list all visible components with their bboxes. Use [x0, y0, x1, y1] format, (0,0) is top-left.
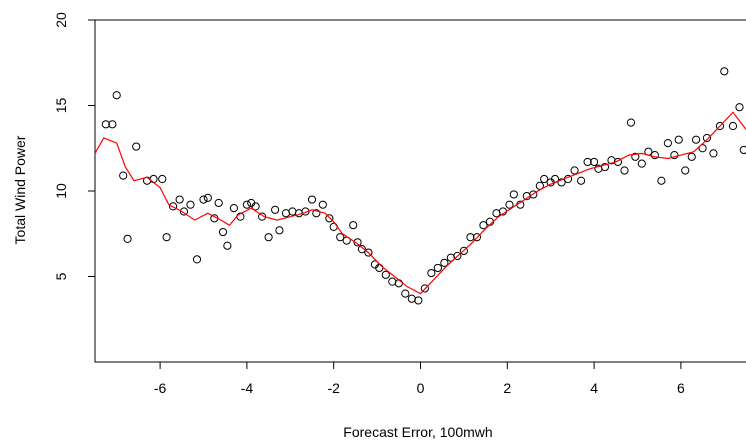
data-point — [466, 233, 475, 242]
data-point — [149, 174, 158, 184]
data-point — [674, 135, 683, 144]
data-point — [720, 67, 729, 76]
x-tick-label: 2 — [503, 380, 511, 396]
data-point — [119, 171, 128, 180]
data-point — [353, 238, 362, 247]
data-point — [433, 263, 442, 273]
data-point — [702, 133, 712, 143]
data-point — [357, 245, 367, 254]
plot-frame — [94, 19, 746, 363]
data-point — [199, 195, 208, 204]
data-point — [401, 289, 410, 298]
data-point — [557, 178, 566, 187]
data-point — [325, 214, 334, 223]
y-tick-label: 5 — [53, 272, 69, 280]
data-point — [112, 91, 121, 100]
data-point — [583, 157, 592, 167]
data-point — [509, 190, 518, 199]
data-point — [663, 139, 672, 148]
data-point — [218, 227, 228, 237]
data-point — [312, 209, 321, 218]
data-point — [229, 204, 238, 213]
data-point — [420, 284, 429, 293]
data-point — [242, 200, 251, 209]
y-tick-label: 20 — [53, 12, 69, 28]
x-tick-label: -4 — [241, 380, 254, 396]
data-point — [349, 221, 358, 230]
x-axis: -6 -4 -2 0 2 4 6 — [154, 362, 685, 396]
data-point — [158, 174, 167, 184]
x-tick-label: 4 — [590, 380, 598, 396]
y-axis: 5 10 15 20 — [53, 12, 95, 280]
data-point — [186, 200, 195, 209]
data-point — [570, 166, 579, 175]
data-point — [631, 152, 640, 161]
x-axis-title: Forecast Error, 100mwh — [343, 424, 492, 440]
x-tick-label: -6 — [154, 380, 167, 396]
data-point — [223, 241, 232, 250]
data-point — [687, 152, 696, 161]
data-point — [735, 103, 744, 112]
x-tick-label: 0 — [417, 380, 425, 396]
data-point — [540, 174, 549, 184]
x-tick-label: 6 — [677, 380, 685, 396]
data-point — [650, 150, 659, 160]
data-point — [169, 202, 178, 211]
data-point — [620, 166, 629, 175]
data-point — [728, 121, 738, 131]
data-point — [307, 195, 317, 204]
data-point — [381, 270, 390, 279]
data-point — [440, 258, 449, 267]
data-point — [698, 144, 707, 153]
data-point — [179, 207, 189, 216]
data-point — [626, 118, 636, 127]
data-point — [505, 200, 514, 209]
data-point — [739, 145, 746, 155]
y-tick-label: 15 — [53, 98, 69, 114]
data-point — [162, 233, 171, 242]
data-point — [108, 120, 117, 129]
data-point — [453, 251, 462, 261]
data-point — [101, 120, 110, 129]
data-point — [123, 234, 132, 243]
data-point — [670, 150, 679, 160]
data-point — [472, 233, 482, 242]
data-point — [271, 205, 280, 214]
y-axis-title: Total Wind Power — [12, 135, 28, 244]
plot-area — [95, 67, 746, 305]
data-point — [681, 166, 690, 175]
data-point — [275, 226, 284, 235]
data-point — [251, 202, 260, 211]
data-point — [427, 268, 436, 278]
data-point — [414, 296, 423, 305]
data-point — [175, 195, 184, 204]
data-point — [318, 200, 327, 209]
data-point — [715, 121, 725, 131]
data-point — [264, 233, 273, 242]
data-point — [657, 176, 666, 185]
y-tick-label: 10 — [53, 183, 69, 199]
data-point — [600, 162, 610, 172]
data-point — [336, 233, 345, 242]
data-point — [576, 176, 586, 185]
data-point — [709, 149, 718, 158]
data-point — [691, 135, 701, 144]
data-point — [590, 157, 599, 167]
data-point — [132, 142, 141, 151]
data-point — [479, 221, 488, 230]
smooth-fit-line — [95, 111, 746, 295]
data-point — [192, 255, 202, 264]
data-point — [459, 246, 468, 255]
data-point — [214, 198, 223, 208]
data-point — [364, 248, 373, 257]
x-tick-label: -2 — [327, 380, 340, 396]
data-point — [529, 190, 538, 199]
data-point — [637, 159, 646, 168]
data-point — [394, 279, 403, 288]
data-point — [203, 193, 212, 202]
